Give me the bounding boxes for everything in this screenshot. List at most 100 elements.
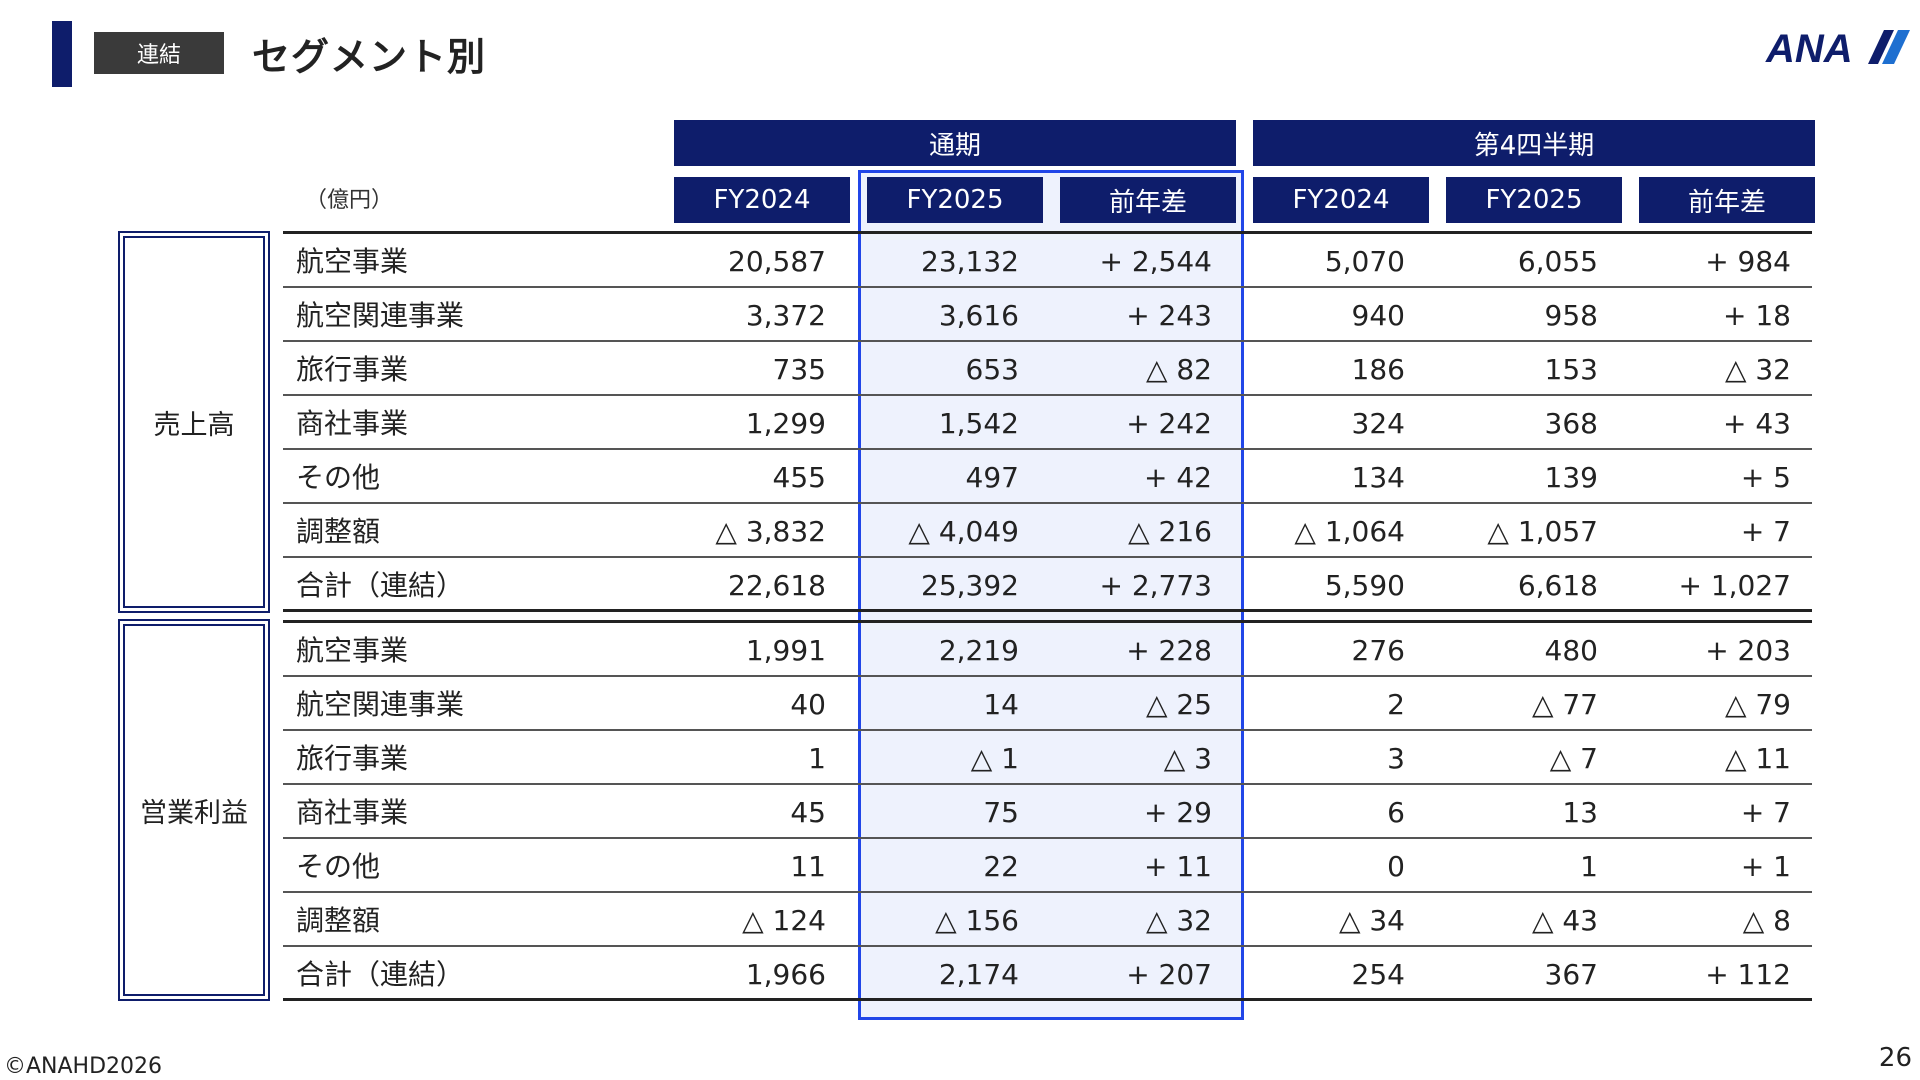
ana-logo-mark: ANA	[1765, 27, 1910, 71]
table-cell: △ 4,049	[908, 515, 1019, 548]
table-cell: △ 3,832	[715, 515, 826, 548]
fy2025-highlight-box	[858, 170, 1244, 1020]
table-cell: △ 25	[1145, 688, 1212, 721]
table-row: 旅行事業 1 △ 1 △ 3 3 △ 7 △ 11	[283, 730, 1812, 784]
table-cell: △ 82	[1145, 353, 1212, 386]
table-row: 航空関連事業 40 14 △ 25 2 △ 77 △ 79	[283, 676, 1812, 730]
table-cell: 1,542	[938, 407, 1019, 440]
table-cell: 3,372	[745, 299, 826, 332]
row-divider	[283, 286, 1812, 288]
table-row: 調整額 △ 124 △ 156 △ 32 △ 34 △ 43 △ 8	[283, 892, 1812, 946]
row-divider	[283, 837, 1812, 839]
table-cell: 11	[790, 850, 826, 883]
table-cell: △ 77	[1531, 688, 1598, 721]
row-divider	[283, 448, 1812, 450]
table-cell: △ 32	[1145, 904, 1212, 937]
row-divider	[283, 783, 1812, 785]
table-cell: 2	[1387, 688, 1405, 721]
table-cell: 22,618	[728, 569, 826, 602]
table-row: 旅行事業 735 653 △ 82 186 153 △ 32	[283, 341, 1812, 395]
table-cell: 735	[772, 353, 826, 386]
table-cell: 22	[983, 850, 1019, 883]
table-row: その他 455 497 + 42 134 139 + 5	[283, 449, 1812, 503]
table-cell: 6	[1387, 796, 1405, 829]
table-cell: + 1,027	[1678, 569, 1791, 602]
row-divider	[283, 945, 1812, 947]
title-accent-bar	[52, 21, 72, 87]
table-cell: 23,132	[921, 245, 1019, 278]
table-cell: △ 43	[1531, 904, 1598, 937]
table-cell: 14	[983, 688, 1019, 721]
table-cell: △ 11	[1724, 742, 1791, 775]
table-cell: + 43	[1723, 407, 1791, 440]
section-title-sales: 売上高	[123, 236, 265, 608]
row-label: 航空関連事業	[296, 299, 465, 332]
table-cell: 2,174	[938, 958, 1019, 991]
row-label: 合計（連結）	[296, 569, 465, 602]
table-cell: 3	[1387, 742, 1405, 775]
table-cell: 0	[1387, 850, 1405, 883]
row-label: 航空事業	[296, 245, 409, 278]
row-label: その他	[296, 850, 381, 883]
table-cell: 1	[808, 742, 826, 775]
row-divider	[283, 394, 1812, 396]
section-top-rule	[283, 620, 1812, 623]
table-cell: 940	[1351, 299, 1405, 332]
table-cell: 1	[1580, 850, 1598, 883]
table-cell: + 18	[1723, 299, 1791, 332]
table-cell: 13	[1562, 796, 1598, 829]
copyright: ©ANAHD2026	[4, 1054, 163, 1079]
table-cell: + 7	[1740, 796, 1791, 829]
col-header-q4-fy2025: FY2025	[1446, 177, 1622, 223]
table-cell: 6,618	[1517, 569, 1598, 602]
group-header-full-year: 通期	[674, 120, 1236, 166]
group-header-q4: 第4四半期	[1253, 120, 1815, 166]
table-row: 商社事業 45 75 + 29 6 13 + 7	[283, 784, 1812, 838]
table-cell: + 228	[1126, 634, 1212, 667]
page-number: 26	[1878, 1043, 1912, 1073]
table-cell: 455	[772, 461, 826, 494]
table-cell: 75	[983, 796, 1019, 829]
section-box-sales: 売上高	[118, 231, 270, 613]
unit-label: （億円）	[305, 188, 394, 213]
table-cell: + 2,544	[1099, 245, 1212, 278]
table-cell: 134	[1351, 461, 1405, 494]
table-cell: + 29	[1144, 796, 1212, 829]
table-cell: + 207	[1126, 958, 1212, 991]
table-row: 航空事業 1,991 2,219 + 228 276 480 + 203	[283, 622, 1812, 676]
table-cell: △ 32	[1724, 353, 1791, 386]
row-label: 商社事業	[296, 407, 409, 440]
table-cell: 324	[1351, 407, 1405, 440]
table-cell: + 112	[1705, 958, 1791, 991]
table-cell: 1,991	[745, 634, 826, 667]
table-cell: 3,616	[938, 299, 1019, 332]
table-cell: △ 7	[1549, 742, 1598, 775]
col-header-q4-diff: 前年差	[1639, 177, 1815, 223]
row-divider	[283, 675, 1812, 677]
table-cell: 368	[1544, 407, 1598, 440]
table-cell: 139	[1544, 461, 1598, 494]
table-cell: 45	[790, 796, 826, 829]
table-row: 調整額 △ 3,832 △ 4,049 △ 216 △ 1,064 △ 1,057 + 7	[283, 503, 1812, 557]
table-row: その他 11 22 + 11 0 1 + 1	[283, 838, 1812, 892]
table-cell: + 243	[1126, 299, 1212, 332]
row-label: 旅行事業	[296, 353, 409, 386]
table-cell: △ 124	[742, 904, 826, 937]
table-cell: 1,299	[745, 407, 826, 440]
table-cell: + 7	[1740, 515, 1791, 548]
row-divider	[283, 729, 1812, 731]
page-title: セグメント別	[252, 35, 487, 79]
table-cell: 276	[1351, 634, 1405, 667]
row-divider	[283, 502, 1812, 504]
section-top-rule	[283, 231, 1812, 234]
table-cell: △ 8	[1742, 904, 1791, 937]
table-cell: △ 1,064	[1294, 515, 1405, 548]
table-cell: △ 156	[935, 904, 1019, 937]
table-cell: △ 79	[1724, 688, 1791, 721]
row-label: 航空事業	[296, 634, 409, 667]
ana-logo: ANA	[1764, 26, 1912, 71]
table-cell: △ 1	[970, 742, 1019, 775]
col-header-fy-diff: 前年差	[1060, 177, 1236, 223]
table-cell: 5,070	[1324, 245, 1405, 278]
row-label: 旅行事業	[296, 742, 409, 775]
